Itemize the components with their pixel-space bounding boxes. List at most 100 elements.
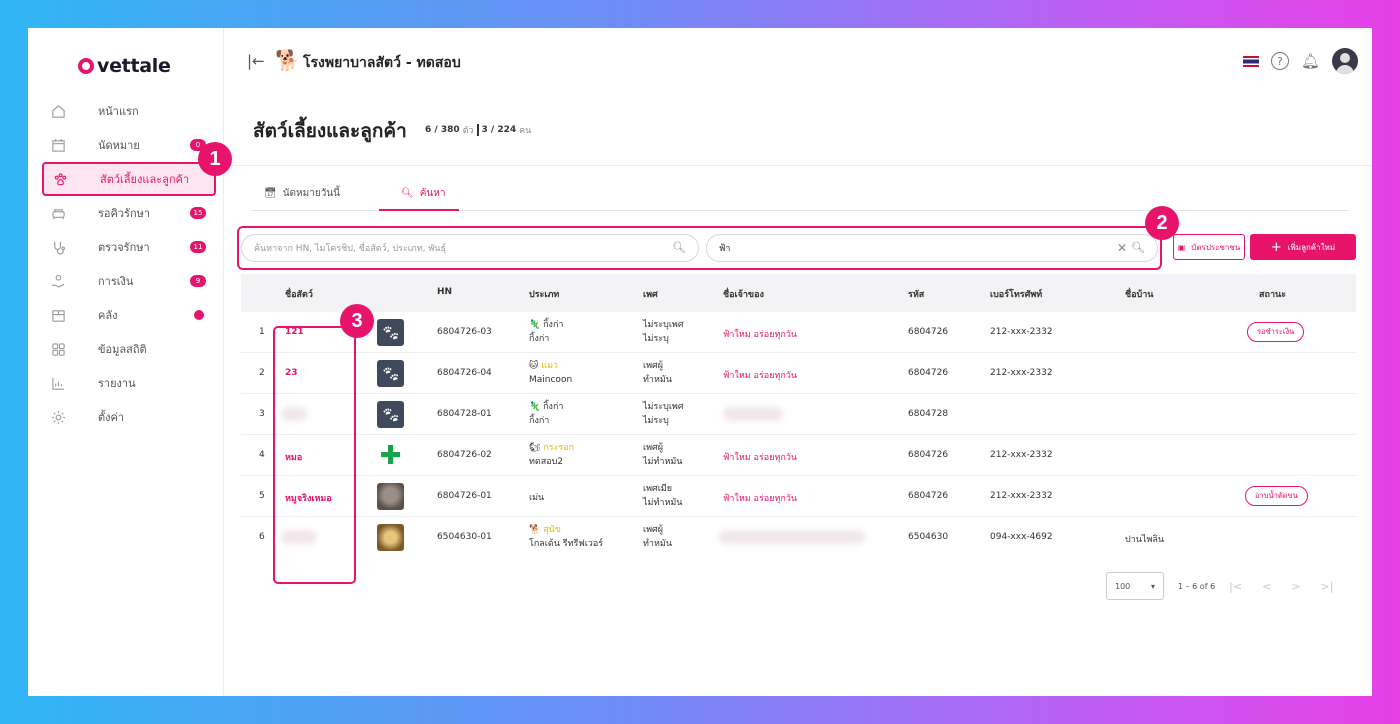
sex-label: ไม่ระบุเพศ	[643, 320, 684, 330]
table-row[interactable]: 2 23 🐾︎ 6804726-04 🐱 แมว Maincoon เพศผู้ท…	[241, 353, 1356, 394]
sidebar-item-statistics[interactable]: ข้อมูลสถิติ	[42, 332, 216, 366]
box-icon	[50, 307, 66, 323]
status-badge[interactable]: รอชำระเงิน	[1247, 322, 1305, 342]
col-header-sex[interactable]: เพศ	[643, 290, 658, 300]
neuter-label: ไม่ระบุ	[643, 334, 669, 344]
sex-label: ไม่ระบุเพศ	[643, 402, 684, 412]
pet-count: 6 / 380	[425, 125, 460, 135]
redacted-name	[281, 407, 307, 421]
hn: 6804726-01	[437, 491, 492, 501]
breed: Maincoon	[529, 375, 573, 385]
status-badge[interactable]: อาบน้ำตัดขน	[1245, 486, 1308, 506]
callout-2: 2	[1145, 206, 1179, 240]
paw-icon: 🐾︎	[377, 401, 404, 428]
owner-name[interactable]: ฟ้าใหม อร่อยทุกวัน	[723, 453, 798, 463]
owner-name[interactable]: ฟ้าใหม อร่อยทุกวัน	[723, 494, 798, 504]
money-hand-icon	[50, 273, 66, 289]
col-header-phone[interactable]: เบอร์โทรศัพท์	[990, 290, 1043, 300]
tab-label: นัดหมายวันนี้	[282, 188, 340, 199]
last-page-icon[interactable]: >|	[1320, 579, 1334, 593]
pet-type: 🐿 กระรอก ทดสอบ2	[529, 441, 574, 469]
tab-label: ค้นหา	[419, 188, 446, 199]
sidebar-item-home[interactable]: หน้าแรก	[42, 94, 216, 128]
add-customer-button[interactable]: + เพิ่มลูกค้าใหม่	[1250, 234, 1356, 260]
calendar-icon	[50, 137, 66, 153]
sidebar-item-treatment[interactable]: ตรวจรักษา 11	[42, 230, 216, 264]
clear-icon[interactable]: ✕	[1116, 241, 1127, 255]
sex-label: เพศผู้	[643, 361, 663, 371]
redacted-owner	[723, 407, 783, 421]
logo[interactable]: vettale	[78, 54, 171, 78]
col-header-status[interactable]: สถานะ	[1259, 290, 1286, 300]
sidebar-item-label: คลัง	[98, 309, 118, 322]
col-header-name[interactable]: ชื่อสัตว์	[285, 290, 313, 300]
sidebar-item-settings[interactable]: ตั้งค่า	[42, 400, 216, 434]
sidebar-item-finance[interactable]: การเงิน 9	[42, 264, 216, 298]
sidebar-item-label: ตั้งค่า	[98, 411, 125, 424]
table-row[interactable]: 1 121 🐾︎ 6804726-03 🦎 กิ้งก่า กิ้งก่า ไม่…	[241, 312, 1356, 353]
sidebar-item-waiting-queue[interactable]: รอคิวรักษา 15	[42, 196, 216, 230]
help-icon[interactable]: ?	[1270, 52, 1289, 70]
col-header-hn[interactable]: HN	[437, 287, 453, 297]
search-input[interactable]: ค้นหาจาก HN, ไมโครชิป, ชื่อสัตว์, ประเภท…	[241, 234, 699, 262]
col-header-type[interactable]: ประเภท	[529, 290, 560, 300]
pet-photo	[377, 524, 404, 551]
sex: เพศผู้ ทำหมัน	[643, 523, 672, 551]
search-icon[interactable]: 🔍︎	[1131, 241, 1145, 254]
breed: กิ้งก่า	[529, 334, 550, 344]
sidebar-item-reports[interactable]: รายงาน	[42, 366, 216, 400]
pet-name[interactable]: 121	[285, 327, 304, 337]
collapse-sidebar-icon[interactable]: |←	[247, 52, 265, 70]
col-header-code[interactable]: รหัส	[908, 290, 925, 300]
sidebar-item-appointments[interactable]: นัดหมาย 0	[42, 128, 216, 162]
count-badge: 15	[190, 207, 206, 219]
house-name: ปานไพลิน	[1125, 535, 1165, 545]
hn: 6804726-03	[437, 327, 492, 337]
clinic-name: โรงพยาบาลสัตว์ - ทดสอบ	[303, 55, 461, 71]
pet-name[interactable]: หมอ	[285, 453, 303, 463]
grid-icon	[50, 341, 66, 357]
topbar: |← 🐕 โรงพยาบาลสัตว์ - ทดสอบ ? 🔔︎	[225, 28, 1372, 94]
pet-name[interactable]: หมูจริงเหมอ	[285, 494, 332, 504]
prev-page-icon[interactable]: <	[1262, 579, 1272, 593]
type-label: แมว	[541, 361, 559, 371]
page-counts: 6 / 380 ตัว 3 / 224 คน	[425, 123, 531, 137]
type-label: กิ้งก่า	[543, 320, 564, 330]
thai-flag-icon[interactable]	[1242, 55, 1259, 67]
pet-name[interactable]: 23	[285, 368, 298, 378]
medical-cross-icon: ✚	[379, 440, 402, 471]
col-header-address[interactable]: ชื่อบ้าน	[1125, 290, 1154, 300]
owner-name[interactable]: ฟ้าใหม อร่อยทุกวัน	[723, 330, 798, 340]
type-label: กระรอก	[543, 443, 575, 453]
table-row[interactable]: 3 🐾︎ 6804728-01 🦎 กิ้งก่า กิ้งก่า ไม่ระบุ…	[241, 394, 1356, 435]
pets-table: ชื่อสัตว์ HN ประเภท เพศ ชื่อเจ้าของ รหัส…	[241, 274, 1356, 558]
sidebar-item-inventory[interactable]: คลัง	[42, 298, 216, 332]
sidebar-item-label: ตรวจรักษา	[98, 241, 150, 254]
sidebar-item-pets-customers[interactable]: สัตว์เลี้ยงและลูกค้า	[42, 162, 216, 196]
next-page-icon[interactable]: >	[1291, 579, 1301, 593]
button-label: บัตรประชาชน	[1191, 242, 1241, 252]
breed: กิ้งก่า	[529, 416, 550, 426]
row-index: 2	[259, 368, 265, 378]
bell-icon[interactable]: 🔔︎	[1300, 52, 1320, 70]
row-index: 3	[259, 409, 265, 419]
sex: เพศผู้ ทำหมัน	[643, 359, 672, 387]
search-icon[interactable]: 🔍︎	[672, 241, 686, 254]
hn: 6504630-01	[437, 532, 492, 542]
tab-search[interactable]: 🔍︎ ค้นหา	[401, 186, 445, 201]
table-row[interactable]: 4 หมอ ✚ 6804726-02 🐿 กระรอก ทดสอบ2 เพศผู้…	[241, 435, 1356, 476]
sex: เพศผู้ ไม่ทำหมัน	[643, 441, 682, 469]
rows-per-page-select[interactable]: 100 ▾	[1106, 572, 1164, 600]
col-header-owner[interactable]: ชื่อเจ้าของ	[723, 290, 764, 300]
tab-today-appointments[interactable]: 📅︎ นัดหมายวันนี้	[264, 186, 340, 201]
avatar[interactable]	[1332, 48, 1358, 74]
owner-name[interactable]: ฟ้าใหม อร่อยทุกวัน	[723, 371, 798, 381]
table-row[interactable]: 5 หมูจริงเหมอ 6804726-01 เม่น เพศเมีย ไม่…	[241, 476, 1356, 517]
first-page-icon[interactable]: |<	[1229, 579, 1243, 593]
topbar-actions: ? 🔔︎	[1242, 48, 1358, 74]
sex: เพศเมีย ไม่ทำหมัน	[643, 482, 682, 510]
id-card-button[interactable]: ▣ บัตรประชาชน	[1173, 234, 1245, 260]
pet-name-highlight	[273, 326, 356, 584]
owner-search-input[interactable]: ฟ้า ✕ 🔍︎	[706, 234, 1158, 262]
table-row[interactable]: 6 6504630-01 🐕 สุนัข โกลเด้น รีทรีฟเวอร์ …	[241, 517, 1356, 558]
